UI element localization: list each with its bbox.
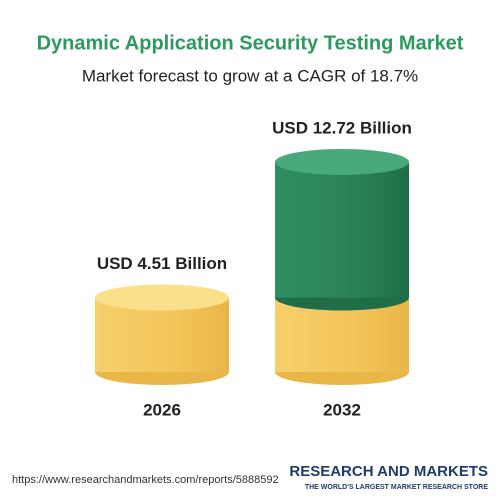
cylinder-top <box>275 149 409 175</box>
chart-subtitle: Market forecast to grow at a CAGR of 18.… <box>82 66 418 85</box>
cylinder-top <box>95 284 229 311</box>
value-label: USD 4.51 Billion <box>97 254 227 273</box>
x-tick-label: 2026 <box>143 400 181 419</box>
brand-tagline: THE WORLD'S LARGEST MARKET RESEARCH STOR… <box>305 484 488 491</box>
chart-title: Dynamic Application Security Testing Mar… <box>37 32 464 54</box>
brand-name: RESEARCH AND MARKETS <box>289 463 488 480</box>
cylinder-body <box>275 162 409 298</box>
x-tick-label: 2032 <box>323 400 361 419</box>
source-url: https://www.researchandmarkets.com/repor… <box>12 474 279 486</box>
value-label: USD 12.72 Billion <box>272 118 412 137</box>
